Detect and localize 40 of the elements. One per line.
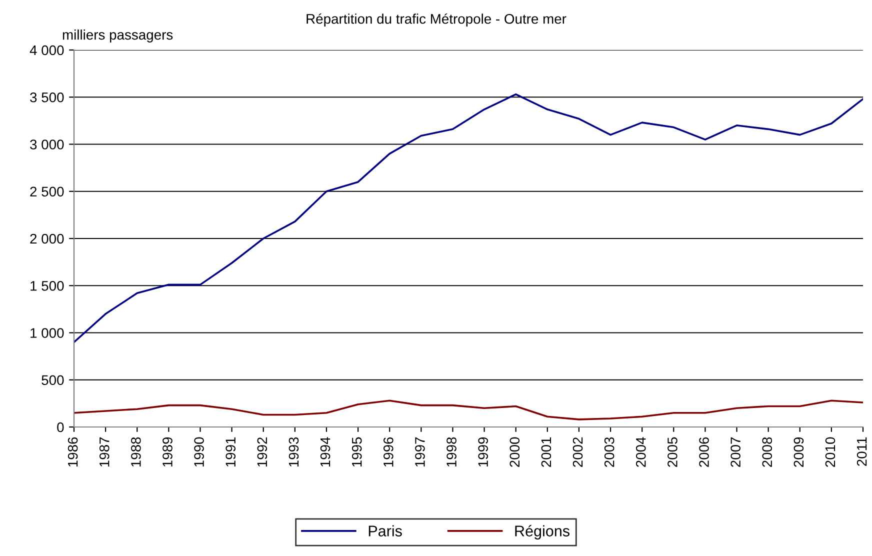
legend-label: Régions (515, 525, 570, 540)
x-tick-label: 1995 (352, 437, 362, 467)
x-tick-label: 1990 (194, 437, 204, 467)
x-tick-label: 1998 (446, 437, 456, 467)
legend-label: Paris (368, 525, 402, 536)
x-tick-label: 1987 (99, 437, 110, 467)
x-tick-label: 1991 (226, 437, 236, 467)
chart-title: Répartition du trafic Métropole - Outre mer (306, 13, 566, 27)
x-tick-label: 1992 (257, 437, 268, 467)
y-tick-label: 3 000 (30, 140, 64, 150)
y-axis-title: milliers passagers (62, 30, 173, 42)
x-tick-label: 2010 (825, 437, 836, 467)
x-tick-label: 2011 (856, 437, 867, 466)
x-tick-label: 2000 (510, 437, 520, 467)
y-tick-label: 4 000 (30, 45, 64, 56)
x-tick-label: 2001 (541, 437, 552, 467)
x-tick-label: 2006 (699, 437, 709, 467)
x-tick-label: 1994 (320, 437, 330, 467)
y-tick-label: 0 (57, 422, 64, 432)
y-tick-label: 3 500 (30, 92, 64, 102)
y-tick-label: 500 (42, 375, 64, 386)
x-tick-label: 2005 (668, 437, 678, 467)
x-tick-label: 2008 (762, 437, 772, 467)
y-tick-label: 1 000 (30, 328, 64, 338)
x-tick-label: 2002 (572, 437, 583, 467)
y-tick-label: 2 000 (30, 234, 64, 244)
x-tick-label: 1999 (478, 437, 488, 467)
x-tick-label: 1986 (68, 437, 78, 467)
x-tick-label: 1993 (288, 437, 299, 467)
x-tick-label: 1996 (383, 437, 394, 467)
line-series (74, 400, 863, 420)
x-tick-label: 1989 (162, 437, 172, 467)
x-tick-label: 1997 (415, 437, 425, 467)
x-tick-label: 2004 (636, 437, 646, 467)
x-tick-label: 2009 (794, 437, 804, 467)
x-tick-label: 2007 (730, 437, 740, 467)
x-tick-label: 1988 (131, 437, 141, 467)
y-tick-label: 2 500 (30, 186, 64, 197)
x-tick-label: 2003 (604, 437, 614, 467)
y-tick-label: 1 500 (30, 280, 64, 291)
